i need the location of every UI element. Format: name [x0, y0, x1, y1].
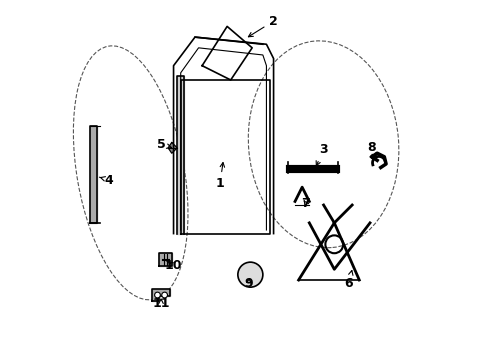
Text: 1: 1 — [216, 163, 224, 190]
Text: 2: 2 — [248, 15, 278, 37]
Text: 8: 8 — [368, 141, 376, 158]
Text: 7: 7 — [301, 197, 310, 210]
Text: 4: 4 — [99, 174, 114, 186]
Polygon shape — [177, 76, 184, 234]
Text: 3: 3 — [316, 143, 328, 166]
Text: 11: 11 — [152, 297, 170, 310]
Polygon shape — [168, 143, 177, 153]
Text: 6: 6 — [344, 270, 353, 290]
Polygon shape — [159, 253, 172, 266]
Text: 5: 5 — [157, 138, 172, 151]
Text: 9: 9 — [244, 277, 253, 290]
Circle shape — [162, 292, 168, 298]
Polygon shape — [152, 289, 170, 301]
Polygon shape — [90, 126, 97, 223]
Text: 10: 10 — [165, 259, 182, 272]
Circle shape — [155, 292, 160, 298]
Circle shape — [238, 262, 263, 287]
